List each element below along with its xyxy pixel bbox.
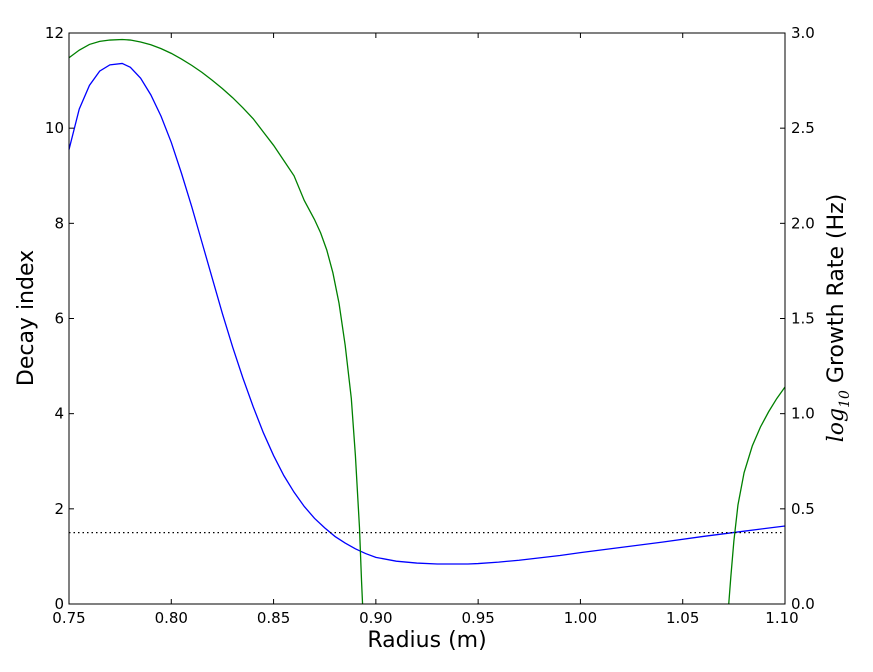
x-tick-label: 0.75 [52, 609, 85, 627]
y-right-tick-label: 1.0 [791, 405, 815, 423]
x-tick-label: 0.95 [461, 609, 494, 627]
x-tick-label: 0.90 [359, 609, 392, 627]
x-tick-label: 1.10 [765, 609, 798, 627]
y-left-tick-label: 6 [54, 310, 64, 328]
x-tick-label: 1.05 [666, 609, 699, 627]
y-right-tick-label: 3.0 [791, 24, 815, 42]
y-right-tick-label: 1.5 [791, 310, 815, 328]
y-left-tick-label: 2 [54, 500, 64, 518]
y-left-tick-label: 4 [54, 405, 64, 423]
series-line-1 [68, 38, 364, 605]
y-right-axis-label: log10 Growth Rate (Hz) [824, 194, 853, 443]
y-right-tick-label: 2.5 [791, 119, 815, 137]
y-left-tick-label: 12 [45, 24, 64, 42]
plot-lines [68, 38, 786, 605]
y-right-tick-label: 0.5 [791, 500, 815, 518]
x-tick-label: 0.85 [257, 609, 290, 627]
series-line-0 [68, 62, 786, 565]
series-line-2 [728, 386, 786, 605]
x-tick-label: 1.00 [564, 609, 597, 627]
y-left-tick-label: 10 [45, 119, 64, 137]
y-right-tick-label: 2.0 [791, 214, 815, 232]
x-axis-label: Radius (m) [367, 628, 486, 653]
ticks: 0.75 0.80 0.85 0.90 0.95 1.00 1.05 1.10 0 2 4 6 8 10 1… [45, 24, 815, 627]
y-right-tick-label: 0.0 [791, 595, 815, 613]
x-tick-label: 0.80 [155, 609, 188, 627]
plot-frame [68, 32, 786, 605]
y-left-tick-label: 8 [54, 214, 64, 232]
y-left-tick-label: 0 [54, 595, 64, 613]
y-left-axis-label: Decay index [14, 250, 39, 386]
